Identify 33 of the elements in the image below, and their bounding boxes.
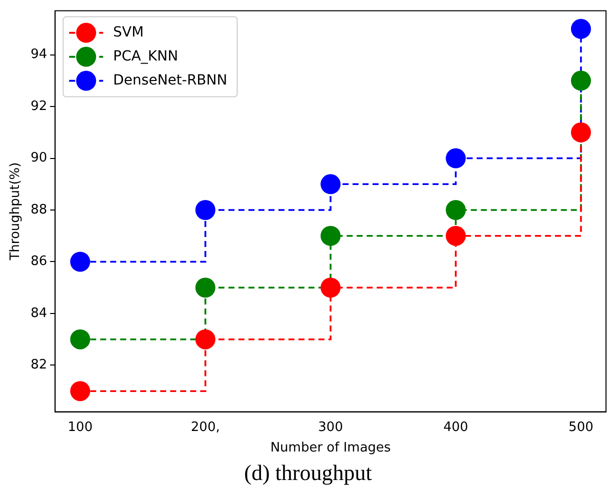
point [320, 174, 341, 194]
y-tick-label: 90 [30, 150, 48, 166]
x-tick-label: 200, [190, 420, 220, 435]
point [70, 381, 90, 402]
point [195, 329, 216, 350]
y-tick-label: 92 [30, 98, 48, 114]
point [195, 200, 216, 220]
point [446, 200, 466, 220]
point [70, 329, 90, 350]
text: (d) throughput [243, 460, 373, 486]
y-tick-label: 82 [30, 358, 48, 373]
point [570, 70, 591, 91]
x-tick-label: 400 [443, 420, 468, 435]
point [320, 278, 341, 298]
legend-label: SVM [113, 24, 144, 40]
point [446, 148, 466, 168]
legend-label: PCA_KNN [113, 48, 178, 64]
y-tick-label: 88 [30, 202, 48, 218]
x-axis-title: Number of Images [270, 440, 392, 456]
y-tick-label: 94 [30, 47, 48, 62]
point [570, 18, 591, 39]
x-tick-label: 100 [68, 420, 93, 435]
y-tick-label: 84 [30, 306, 48, 321]
point [570, 122, 591, 142]
point [195, 278, 216, 298]
legend-label: DenseNet-RBNN [113, 72, 228, 88]
x-tick-label: 500 [568, 420, 594, 435]
point [70, 252, 90, 272]
y-tick-label: 86 [30, 254, 48, 270]
y-axis-title: Throughput(%) [8, 162, 24, 262]
point [446, 226, 466, 246]
point [320, 226, 341, 246]
x-tick-label: 300 [318, 420, 343, 435]
